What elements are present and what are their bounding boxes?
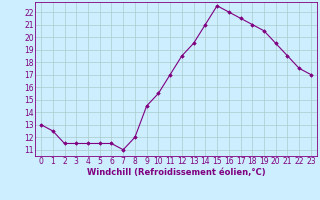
X-axis label: Windchill (Refroidissement éolien,°C): Windchill (Refroidissement éolien,°C) — [87, 168, 265, 177]
